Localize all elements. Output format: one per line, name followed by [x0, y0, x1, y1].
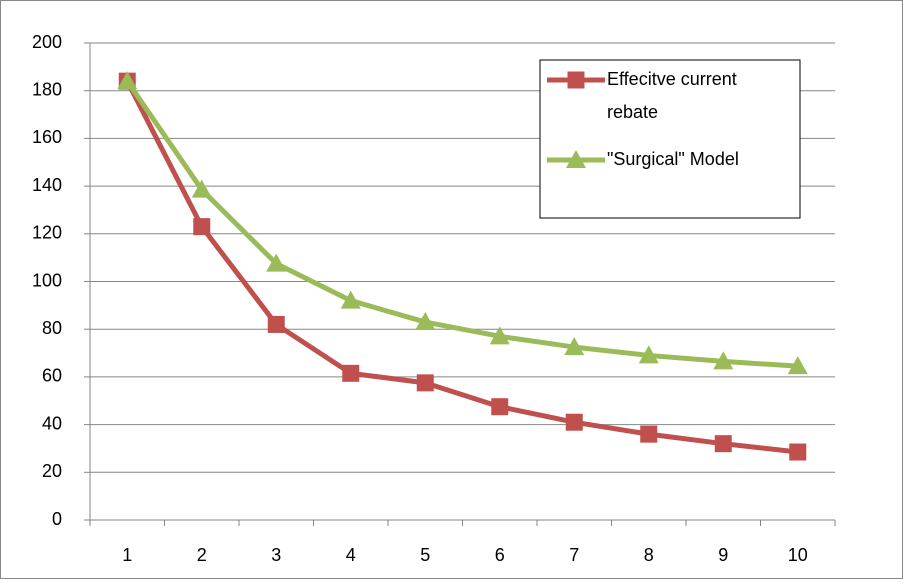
marker	[342, 364, 360, 382]
x-tick-label: 9	[718, 545, 728, 565]
marker	[489, 326, 510, 345]
x-tick-label: 5	[420, 545, 430, 565]
legend-label: Effecitve current rebate	[607, 69, 737, 122]
marker	[267, 315, 285, 333]
y-tick-label: 80	[42, 318, 62, 338]
x-tick-label: 6	[495, 545, 505, 565]
y-tick-label: 0	[52, 509, 62, 529]
marker	[416, 374, 434, 392]
y-tick-label: 100	[32, 270, 62, 290]
series-line	[125, 80, 799, 455]
marker	[789, 443, 807, 461]
x-tick-label: 8	[644, 545, 654, 565]
y-tick-label: 140	[32, 175, 62, 195]
x-tick-label: 2	[197, 545, 207, 565]
marker	[567, 71, 585, 89]
marker	[714, 435, 732, 453]
y-tick-label: 120	[32, 223, 62, 243]
marker	[638, 345, 659, 364]
series-line	[125, 79, 798, 369]
legend-marker-group	[567, 71, 585, 89]
legend-item: "Surgical" Model	[607, 149, 739, 169]
marker	[340, 290, 361, 309]
y-tick-label: 160	[32, 127, 62, 147]
legend-label: "Surgical" Model	[607, 149, 739, 169]
marker	[640, 425, 658, 443]
x-tick-label: 10	[788, 545, 808, 565]
y-tick-label: 180	[32, 79, 62, 99]
legend-item: Effecitve current rebate	[607, 69, 737, 122]
marker	[191, 179, 212, 198]
marker	[566, 150, 586, 168]
y-tick-label: 20	[42, 461, 62, 481]
marker	[415, 312, 436, 331]
y-tick-label: 60	[42, 366, 62, 386]
marker	[491, 398, 509, 416]
y-tick-label: 200	[32, 32, 62, 52]
marker	[713, 351, 734, 370]
legend-marker-group	[566, 150, 586, 168]
x-tick-label: 7	[569, 545, 579, 565]
x-tick-label: 4	[346, 545, 356, 565]
marker	[787, 356, 808, 375]
marker	[117, 71, 138, 90]
x-tick-label: 1	[122, 545, 132, 565]
marker	[565, 413, 583, 431]
y-tick-label: 40	[42, 413, 62, 433]
marker	[564, 337, 585, 356]
marker	[266, 253, 287, 272]
marker	[193, 218, 211, 236]
x-tick-label: 3	[271, 545, 281, 565]
